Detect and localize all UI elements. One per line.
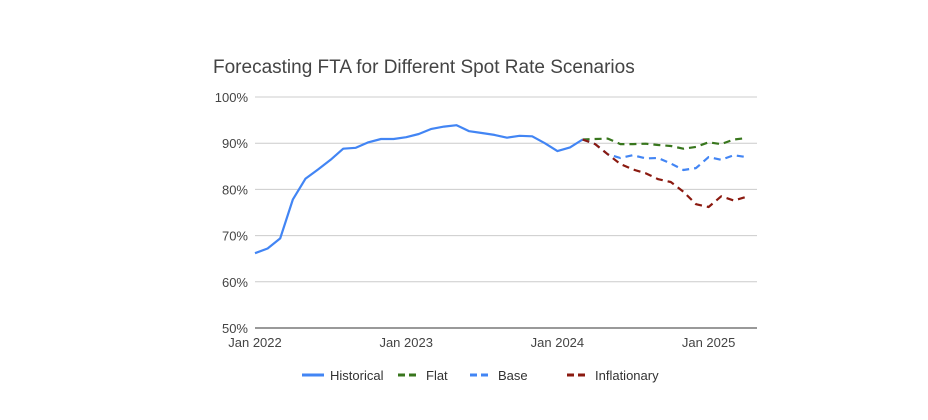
legend-label: Historical	[330, 368, 384, 383]
legend-label: Base	[498, 368, 528, 383]
y-tick-label: 60%	[222, 275, 248, 290]
y-tick-label: 90%	[222, 136, 248, 151]
series-line-base	[582, 138, 747, 172]
y-tick-label: 100%	[215, 90, 249, 105]
x-tick-label: Jan 2024	[531, 335, 585, 350]
legend-label: Inflationary	[595, 368, 659, 383]
y-tick-label: 80%	[222, 182, 248, 197]
y-tick-label: 70%	[222, 229, 248, 244]
x-tick-label: Jan 2022	[228, 335, 282, 350]
x-tick-label: Jan 2023	[379, 335, 433, 350]
series-line-flat	[582, 137, 747, 150]
series-line-inflationary	[582, 138, 747, 209]
series-line-historical	[254, 124, 584, 255]
x-tick-label: Jan 2025	[682, 335, 736, 350]
chart-title: Forecasting FTA for Different Spot Rate …	[213, 57, 635, 78]
legend-label: Flat	[426, 368, 448, 383]
y-tick-label: 50%	[222, 321, 248, 336]
